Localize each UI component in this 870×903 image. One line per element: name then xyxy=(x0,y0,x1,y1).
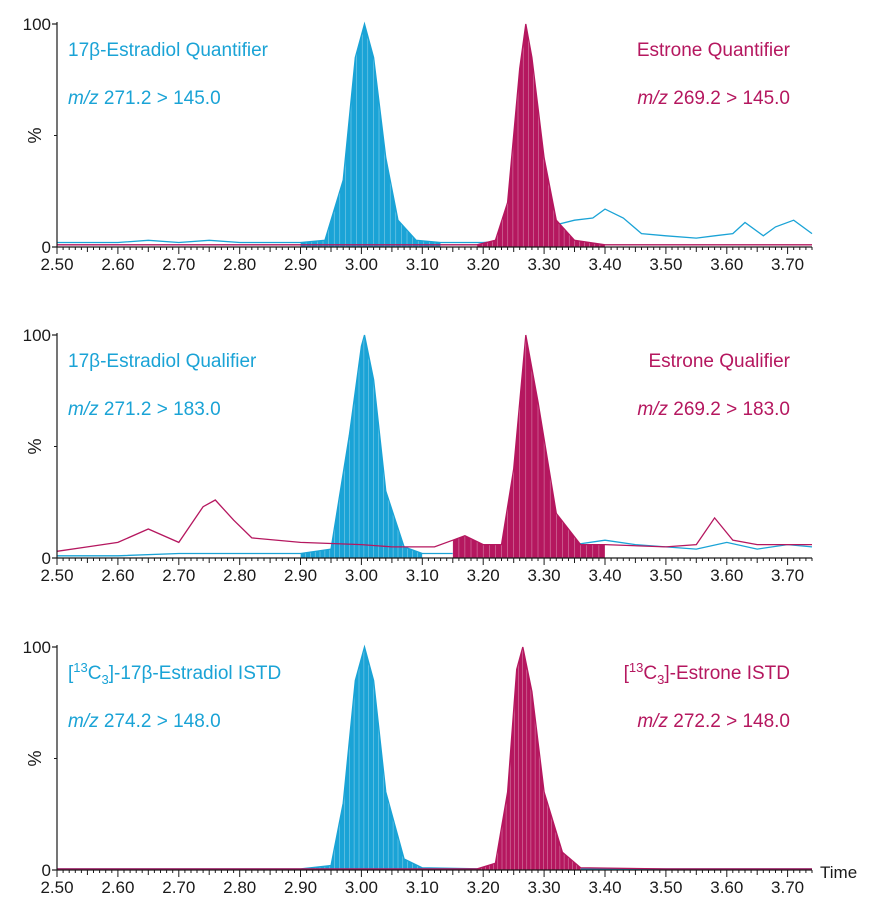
series-line xyxy=(57,334,813,557)
x-tick-label: 3.70 xyxy=(771,255,804,274)
annotation-right-mz: m/z 269.2 > 145.0 xyxy=(637,88,790,109)
x-tick-label: 3.50 xyxy=(649,255,682,274)
x-axis-label: Time xyxy=(820,863,857,882)
x-tick-label: 3.00 xyxy=(345,878,378,897)
series-line xyxy=(57,21,813,244)
series-estradiol xyxy=(57,334,813,558)
x-tick-label: 3.00 xyxy=(345,255,378,274)
peak-area xyxy=(452,335,605,558)
y-axis-label: % xyxy=(25,750,45,766)
x-tick-label: 3.50 xyxy=(649,878,682,897)
series-estrone xyxy=(56,334,812,558)
panel-1: 100 0% 2.50 2.60 2.70 2.80 2.90 3.00 3.10 3.20 3.3… xyxy=(23,15,813,274)
x-tick-label: 3.70 xyxy=(771,878,804,897)
annotation-left-title: 17β-Estradiol Quantifier xyxy=(68,40,269,61)
x-tick-label: 3.10 xyxy=(406,878,439,897)
y-tick-label: 100 xyxy=(23,638,51,657)
x-tick-label: 2.50 xyxy=(40,878,73,897)
x-tick-label: 3.40 xyxy=(588,878,621,897)
x-tick-label: 3.00 xyxy=(345,566,378,585)
x-tick-label: 2.90 xyxy=(284,255,317,274)
y-tick-label: 0 xyxy=(42,549,51,568)
y-tick-label: 100 xyxy=(23,15,51,34)
peak-area xyxy=(477,647,581,870)
series-estrone xyxy=(57,23,812,247)
annotation-left-mz: m/z 271.2 > 145.0 xyxy=(68,88,221,109)
series-line xyxy=(57,646,812,870)
series-line xyxy=(56,334,812,552)
x-tick-label: 2.70 xyxy=(162,566,195,585)
y-tick-label: 0 xyxy=(42,238,51,257)
y-axis-label: % xyxy=(25,127,45,143)
y-tick-label: 100 xyxy=(23,326,51,345)
series-line xyxy=(57,23,812,246)
annotation-left-mz: m/z 271.2 > 183.0 xyxy=(68,399,221,420)
x-tick-label: 3.70 xyxy=(771,566,804,585)
peak-area xyxy=(300,647,423,870)
annotation-right-mz: m/z 269.2 > 183.0 xyxy=(637,399,790,420)
x-tick-label: 3.40 xyxy=(588,566,621,585)
panel-2: 100 0% 2.50 2.60 2.70 2.80 2.90 3.00 3.10 3.20 3.3… xyxy=(23,326,813,585)
x-tick-label: 3.20 xyxy=(467,878,500,897)
x-tick-label: 3.10 xyxy=(406,255,439,274)
x-tick-label: 3.60 xyxy=(710,255,743,274)
annotation-right-title: Estrone Qualifier xyxy=(648,351,790,372)
x-tick-label: 2.60 xyxy=(101,566,134,585)
x-tick-label: 3.30 xyxy=(528,566,561,585)
x-tick-label: 2.60 xyxy=(101,878,134,897)
x-tick-label: 3.20 xyxy=(467,255,500,274)
y-tick-label: 0 xyxy=(42,861,51,880)
x-tick-label: 3.40 xyxy=(588,255,621,274)
series-estradiol xyxy=(57,21,813,247)
x-tick-label: 3.20 xyxy=(467,566,500,585)
x-tick-label: 2.50 xyxy=(40,255,73,274)
annotation-left-mz: m/z 274.2 > 148.0 xyxy=(68,711,221,732)
panel-3: 100 0% 2.50 2.60 2.70 2.80 2.90 3.00 3.10 3.20 3.3… xyxy=(23,638,858,897)
annotation-left-title: 17β-Estradiol Qualifier xyxy=(68,351,257,372)
x-tick-label: 2.80 xyxy=(223,255,256,274)
annotation-right-title: Estrone Quantifier xyxy=(637,40,791,61)
x-tick-label: 3.30 xyxy=(528,255,561,274)
x-tick-label: 3.30 xyxy=(528,878,561,897)
x-tick-label: 2.70 xyxy=(162,255,195,274)
peak-area xyxy=(300,24,441,247)
x-tick-label: 3.10 xyxy=(406,566,439,585)
x-tick-label: 2.70 xyxy=(162,878,195,897)
series-estrone xyxy=(57,646,812,870)
annotation-right-title: [13C3]-Estrone ISTD xyxy=(624,660,790,687)
x-tick-label: 3.50 xyxy=(649,566,682,585)
x-tick-label: 2.60 xyxy=(101,255,134,274)
x-tick-label: 2.80 xyxy=(223,878,256,897)
x-tick-label: 2.90 xyxy=(284,878,317,897)
x-tick-label: 3.60 xyxy=(710,878,743,897)
y-axis-label: % xyxy=(25,438,45,454)
x-tick-label: 2.80 xyxy=(223,566,256,585)
peak-area xyxy=(300,335,423,558)
x-tick-label: 3.60 xyxy=(710,566,743,585)
x-tick-label: 2.50 xyxy=(40,566,73,585)
annotation-right-mz: m/z 272.2 > 148.0 xyxy=(637,711,790,732)
annotation-left-title: [13C3]-17β-Estradiol ISTD xyxy=(68,660,281,687)
x-tick-label: 2.90 xyxy=(284,566,317,585)
